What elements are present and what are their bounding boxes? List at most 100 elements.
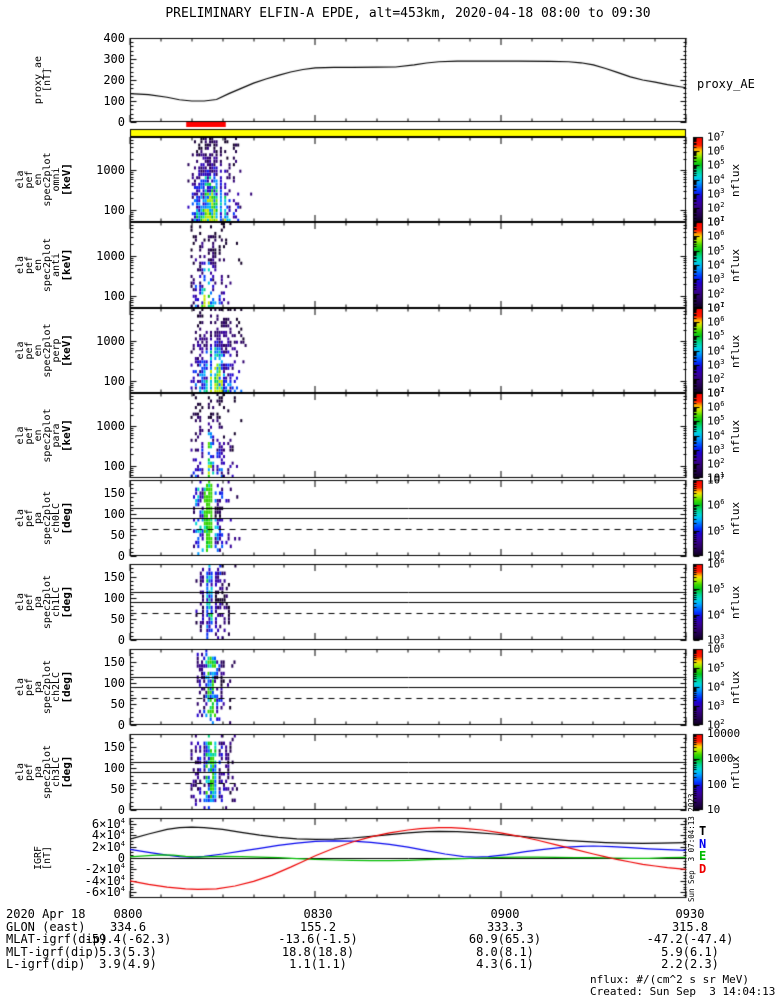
ytick-label-proxy_ae: 200 (103, 73, 125, 87)
axis-col-0800-mlat: -59.4(-62.3) (84, 932, 172, 946)
colorbar-tick-label-en-perp: 101 (707, 386, 725, 400)
ytick-label-igrf: 4×104 (91, 828, 125, 843)
footer-units-label: nflux: #/(cm^2 s sr MeV) (590, 973, 749, 986)
ytick-label-proxy_ae: 400 (103, 31, 125, 45)
colorbar-tick-label-en-para: 103 (707, 442, 725, 457)
igrf-legend-E: E (699, 849, 707, 864)
ytick-label-pa-ch3LC: 150 (103, 739, 125, 754)
axis-row-label-1: GLON (east) (6, 919, 86, 934)
colorbar-tick-label-pa-ch0LC: 107 (707, 473, 725, 487)
colorbar-tick-label-en-perp: 106 (707, 315, 725, 329)
ytick-label-en-para: 100 (103, 459, 125, 474)
colorbar-tick-label-pa-ch1LC: 104 (707, 607, 725, 622)
colorbar-title-en-anti: nflux (729, 248, 742, 282)
igrf-legend-N: N (699, 836, 707, 851)
ytick-label-igrf: -2×104 (84, 862, 125, 877)
panel-ylabel-proxy_ae: proxy_ae [nT] (33, 55, 53, 105)
ytick-label-pa-ch2LC: 50 (110, 696, 125, 711)
colorbar-tick-label-en-omni: 107 (707, 130, 725, 144)
colorbar-tick-label-pa-ch3LC: 10 (707, 803, 721, 816)
ytick-label-pa-ch3LC: 0 (117, 803, 125, 817)
footer-created-label: Created: Sun Sep 3 14:04:13 2023 (590, 985, 775, 998)
colorbar-tick-label-en-perp: 107 (707, 301, 725, 315)
colorbar-tick-label-en-para: 102 (707, 456, 725, 471)
colorbar-title-en-perp: nflux (729, 334, 742, 368)
axis-col-0830-mlat: -13.6(-1.5) (278, 932, 358, 946)
proxy-ae-right-label: proxy_AE (697, 77, 755, 91)
ytick-label-en-anti: 100 (103, 288, 125, 303)
colorbar-tick-label-en-anti: 104 (707, 258, 725, 272)
colorbar-tick-label-pa-ch3LC: 1000 (707, 752, 734, 766)
colorbar-tick-label-en-anti: 107 (707, 215, 725, 229)
axis-col-0930-mlat: -47.2(-47.4) (646, 932, 734, 946)
colorbar-tick-label-pa-ch2LC: 106 (707, 642, 725, 656)
axis-row-label-2: MLAT-igrf(dip) (6, 932, 108, 946)
panel-ylabel-pa-ch2LC: ela pef pa spec2plot ch2LC [deg] (15, 659, 73, 715)
ytick-label-en-perp: 1000 (96, 334, 125, 349)
axis-col-0900-l: 4.3(6.1) (476, 957, 534, 971)
axis-col-0830-glon: 155.2 (299, 919, 337, 934)
axis-col-0930-mlt: 5.9(6.1) (661, 944, 719, 959)
colorbar-tick-label-en-omni: 106 (707, 144, 725, 158)
panel-ylabel-pa-ch0LC: ela pef pa spec2plot ch0LC [deg] (15, 490, 73, 546)
axis-col-0900-mlt: 8.0(8.1) (476, 944, 534, 959)
axis-col-0900-mlat: 60.9(65.3) (468, 932, 542, 946)
axis-col-0930-l: 2.2(2.3) (661, 957, 719, 971)
axis-col-0900-time: 0900 (490, 907, 520, 921)
ytick-label-pa-ch0LC: 0 (117, 549, 125, 563)
colorbar-title-pa-ch0LC: nflux (729, 501, 742, 535)
colorbar-title-pa-ch2LC: nflux (729, 670, 742, 704)
ytick-label-pa-ch2LC: 0 (117, 718, 125, 732)
axis-col-0830-mlt: 18.8(18.8) (281, 944, 355, 959)
igrf-legend-T: T (699, 824, 707, 838)
colorbar-tick-label-pa-ch2LC: 102 (707, 718, 725, 732)
colorbar-tick-label-pa-ch3LC: 10000 (707, 727, 741, 740)
panel-ylabel-pa-ch1LC: ela pef pa spec2plot ch1LC [deg] (15, 574, 73, 630)
colorbar-tick-label-pa-ch3LC: 100 (707, 777, 727, 791)
colorbar-tick-label-en-perp: 103 (707, 357, 725, 372)
colorbar-tick-label-pa-ch2LC: 105 (707, 661, 725, 675)
colorbar-tick-label-pa-ch2LC: 103 (707, 699, 725, 713)
colorbar-tick-label-pa-ch1LC: 106 (707, 557, 725, 571)
axis-col-0800-time: 0800 (113, 907, 143, 921)
ytick-label-proxy_ae: 300 (103, 52, 125, 66)
colorbar-tick-label-pa-ch1LC: 103 (707, 633, 725, 647)
colorbar-tick-label-en-para: 104 (707, 428, 725, 443)
colorbar-tick-label-en-perp: 104 (707, 343, 725, 358)
ytick-label-igrf: -6×104 (84, 885, 125, 900)
axis-col-0800-mlt: 5.3(5.3) (99, 944, 157, 959)
ytick-label-en-perp: 100 (103, 374, 125, 389)
ytick-label-pa-ch3LC: 50 (110, 781, 125, 796)
panel-ylabel-en-anti: ela pef en spec2plot anti [keV] (15, 237, 73, 293)
axis-col-0830-time: 0830 (303, 907, 333, 921)
colorbar-tick-label-en-omni: 104 (707, 172, 725, 187)
colorbar-title-pa-ch3LC: nflux (729, 755, 742, 789)
page-title: PRELIMINARY ELFIN-A EPDE, alt=453km, 202… (165, 6, 651, 21)
ytick-label-en-anti: 1000 (96, 248, 125, 263)
axis-row-label-4: L-igrf(dip) (6, 957, 86, 971)
colorbar-tick-label-pa-ch1LC: 105 (707, 582, 725, 596)
ytick-label-en-omni: 1000 (96, 163, 125, 178)
ytick-label-pa-ch0LC: 150 (103, 485, 125, 500)
ytick-label-pa-ch1LC: 0 (117, 633, 125, 647)
panel-ylabel-pa-ch3LC: ela pef pa spec2plot ch3LC [deg] (15, 744, 73, 800)
colorbar-tick-label-pa-ch2LC: 104 (707, 680, 725, 694)
colorbar-tick-label-pa-ch0LC: 106 (707, 498, 725, 512)
axis-col-0800-glon: 334.6 (109, 919, 147, 934)
colorbar-tick-label-en-perp: 102 (707, 371, 725, 386)
axis-col-0930-glon: 315.8 (671, 919, 709, 934)
panel-ylabel-en-para: ela pef en spec2plot para [keV] (15, 408, 73, 463)
colorbar-tick-label-pa-ch0LC: 105 (707, 523, 725, 538)
colorbar-tick-label-en-omni: 101 (707, 215, 725, 229)
ytick-label-pa-ch2LC: 100 (103, 675, 125, 690)
colorbar-tick-label-en-perp: 105 (707, 329, 725, 343)
axis-col-0900-glon: 333.3 (486, 919, 524, 934)
colorbar-tick-label-pa-ch0LC: 104 (707, 549, 725, 563)
colorbar-title-pa-ch1LC: nflux (729, 585, 742, 619)
ytick-label-pa-ch2LC: 150 (103, 654, 125, 669)
colorbar-tick-label-en-para: 105 (707, 414, 725, 428)
panel-ylabel-en-perp: ela pef en spec2plot perp [keV] (15, 323, 73, 378)
created-side-label: Sun Sep 3 07:04:13 2023 (687, 793, 696, 902)
ytick-label-en-para: 1000 (96, 419, 125, 434)
